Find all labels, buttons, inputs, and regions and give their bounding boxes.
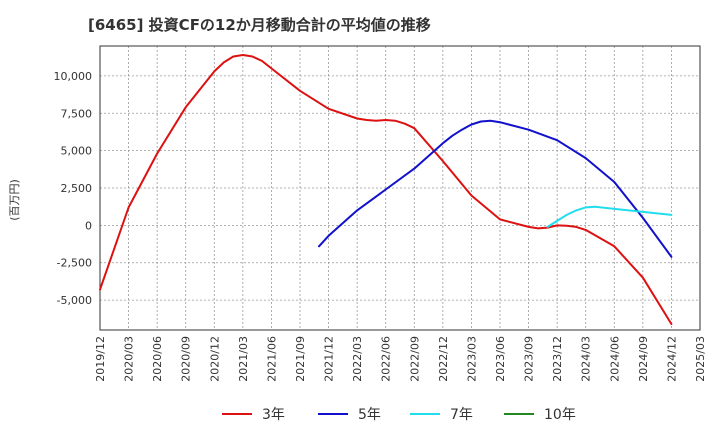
x-tick-label: 2020/12 [208,336,221,382]
x-tick-label: 2024/12 [665,336,678,382]
x-tick-label: 2022/03 [351,336,364,382]
legend-label: 7年 [450,407,473,423]
legend-label: 3年 [262,407,285,423]
plot-frame [99,45,701,331]
x-tick-label: 2022/06 [380,336,393,382]
x-tick-label: 2021/09 [294,336,307,382]
x-tick-label: 2023/12 [551,336,564,382]
x-tick-label: 2023/09 [523,336,536,382]
legend-label: 10年 [544,407,576,423]
y-tick-label: -5,000 [57,294,92,307]
y-tick-label: -2,500 [57,257,92,270]
y-tick-label: 2,500 [61,182,93,195]
series-line-7年 [546,205,673,228]
x-tick-label: 2021/12 [323,336,336,382]
y-tick-label: 0 [85,219,92,232]
x-tick-label: 2024/06 [608,336,621,382]
series-lines [99,54,673,325]
x-tick-label: 2020/09 [180,336,193,382]
y-tick-label: 5,000 [61,145,93,158]
x-tick-label: 2022/12 [437,336,450,382]
legend: 3年 5年 7年 10年 [222,407,576,423]
x-tick-label: 2020/06 [151,336,164,382]
y-tick-label: 7,500 [61,107,93,120]
x-tick-label: 2024/03 [580,336,593,382]
x-tick-label: 2021/03 [237,336,250,382]
y-tick-label: 10,000 [54,70,93,83]
x-tick-label: 2023/06 [494,336,507,382]
gridlines [99,46,701,330]
x-tick-label: 2019/12 [94,336,107,382]
x-tick-label: 2025/03 [694,336,707,382]
series-line-3年 [99,54,673,325]
x-tick-label: 2023/03 [465,336,478,382]
x-tick-label: 2021/06 [265,336,278,382]
y-axis-label: (百万円) [8,179,21,221]
legend-label: 5年 [358,407,381,423]
x-tick-label: 2022/09 [408,336,421,382]
x-tick-label: 2024/09 [637,336,650,382]
series-line-5年 [318,119,673,258]
chart-title: [6465] 投資CFの12か月移動合計の平均値の推移 [88,16,431,34]
axes: 2019/12 2020/03 2020/06 2020/09 2020/12 2021/… [54,45,707,382]
x-tick-label: 2020/03 [123,336,136,382]
